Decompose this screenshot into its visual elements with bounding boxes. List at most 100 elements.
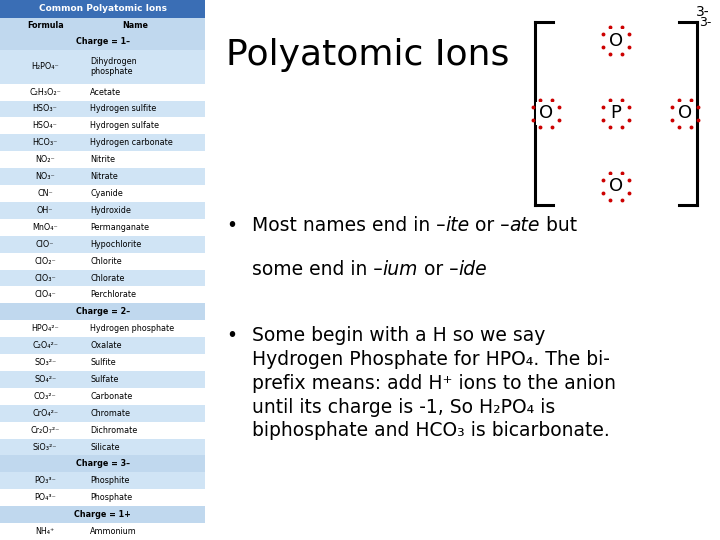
FancyBboxPatch shape — [0, 117, 205, 134]
Text: Permanganate: Permanganate — [90, 223, 149, 232]
FancyBboxPatch shape — [0, 388, 205, 405]
Text: O: O — [539, 104, 553, 123]
Text: Polyatomic Ions: Polyatomic Ions — [226, 38, 509, 72]
Text: H₂PO₄⁻: H₂PO₄⁻ — [31, 62, 59, 71]
FancyBboxPatch shape — [0, 33, 205, 50]
Text: Dichromate: Dichromate — [90, 426, 138, 435]
Text: Perchlorate: Perchlorate — [90, 291, 136, 299]
Text: Some begin with a H so we say
Hydrogen Phosphate for HPO₄. The bi-
prefix means:: Some begin with a H so we say Hydrogen P… — [251, 326, 616, 440]
Text: Hydrogen carbonate: Hydrogen carbonate — [90, 138, 173, 147]
Text: ClO₄⁻: ClO₄⁻ — [35, 291, 56, 299]
Text: C₂O₄²⁻: C₂O₄²⁻ — [32, 341, 58, 350]
Text: HPO₄²⁻: HPO₄²⁻ — [31, 324, 59, 333]
FancyBboxPatch shape — [0, 422, 205, 438]
FancyBboxPatch shape — [0, 455, 205, 472]
Text: HSO₄⁻: HSO₄⁻ — [32, 122, 58, 130]
FancyBboxPatch shape — [0, 100, 205, 117]
FancyBboxPatch shape — [0, 84, 205, 100]
Text: HSO₃⁻: HSO₃⁻ — [32, 105, 58, 113]
Text: Charge = 1+: Charge = 1+ — [74, 510, 131, 519]
FancyBboxPatch shape — [0, 371, 205, 388]
Text: •: • — [226, 216, 237, 235]
Text: ClO⁻: ClO⁻ — [36, 240, 55, 249]
Text: SO₄²⁻: SO₄²⁻ — [34, 375, 56, 384]
FancyBboxPatch shape — [0, 506, 205, 523]
FancyBboxPatch shape — [0, 523, 205, 540]
Text: Formula: Formula — [27, 21, 63, 30]
Text: Nitrite: Nitrite — [90, 155, 115, 164]
Text: Charge = 1–: Charge = 1– — [76, 37, 130, 46]
FancyBboxPatch shape — [0, 472, 205, 489]
Text: SO₃²⁻: SO₃²⁻ — [34, 358, 56, 367]
FancyBboxPatch shape — [0, 185, 205, 202]
FancyBboxPatch shape — [0, 202, 205, 219]
FancyBboxPatch shape — [0, 320, 205, 337]
Text: NO₂⁻: NO₂⁻ — [35, 155, 55, 164]
Text: HCO₃⁻: HCO₃⁻ — [32, 138, 58, 147]
Text: Cyanide: Cyanide — [90, 189, 123, 198]
Text: MnO₄⁻: MnO₄⁻ — [32, 223, 58, 232]
FancyBboxPatch shape — [0, 269, 205, 286]
Text: CO₃²⁻: CO₃²⁻ — [34, 392, 56, 401]
Text: CN⁻: CN⁻ — [37, 189, 53, 198]
Text: some end in –: some end in – — [251, 260, 382, 279]
Text: ium: ium — [382, 260, 418, 279]
Text: Common Polyatomic Ions: Common Polyatomic Ions — [39, 4, 166, 14]
Text: NO₃⁻: NO₃⁻ — [35, 172, 55, 181]
Text: Hypochlorite: Hypochlorite — [90, 240, 142, 249]
Text: Sulfite: Sulfite — [90, 358, 116, 367]
Text: CrO₄²⁻: CrO₄²⁻ — [32, 409, 58, 418]
Text: Silicate: Silicate — [90, 443, 120, 451]
Text: C₂H₃O₂⁻: C₂H₃O₂⁻ — [30, 87, 61, 97]
Text: Oxalate: Oxalate — [90, 341, 122, 350]
Text: ide: ide — [458, 260, 487, 279]
Text: ate: ate — [510, 216, 540, 235]
Text: NH₄⁺: NH₄⁺ — [35, 527, 55, 536]
Text: Phosphate: Phosphate — [90, 493, 132, 502]
Text: Hydroxide: Hydroxide — [90, 206, 131, 215]
Text: O: O — [608, 177, 623, 195]
FancyBboxPatch shape — [0, 438, 205, 455]
Text: but: but — [540, 216, 577, 235]
Text: PO₄³⁻: PO₄³⁻ — [35, 493, 56, 502]
FancyBboxPatch shape — [0, 168, 205, 185]
Text: Hydrogen phosphate: Hydrogen phosphate — [90, 324, 174, 333]
Text: Acetate: Acetate — [90, 87, 122, 97]
FancyBboxPatch shape — [0, 489, 205, 506]
FancyBboxPatch shape — [0, 405, 205, 422]
Text: Ammonium: Ammonium — [90, 527, 137, 536]
Text: Chromate: Chromate — [90, 409, 130, 418]
Text: SiO₃²⁻: SiO₃²⁻ — [33, 443, 58, 451]
Text: ite: ite — [445, 216, 469, 235]
FancyBboxPatch shape — [0, 303, 205, 320]
Text: ClO₂⁻: ClO₂⁻ — [35, 256, 56, 266]
Text: or –: or – — [418, 260, 458, 279]
FancyBboxPatch shape — [0, 354, 205, 371]
Text: Chlorite: Chlorite — [90, 256, 122, 266]
FancyBboxPatch shape — [0, 134, 205, 151]
Text: Name: Name — [122, 21, 148, 30]
FancyBboxPatch shape — [0, 337, 205, 354]
Text: 3-: 3- — [699, 16, 712, 29]
Text: O: O — [608, 31, 623, 50]
Text: Hydrogen sulfate: Hydrogen sulfate — [90, 122, 159, 130]
FancyBboxPatch shape — [0, 0, 205, 18]
Text: Carbonate: Carbonate — [90, 392, 132, 401]
Text: PO₃³⁻: PO₃³⁻ — [35, 476, 56, 485]
FancyBboxPatch shape — [0, 286, 205, 303]
Text: Phosphite: Phosphite — [90, 476, 130, 485]
Text: Sulfate: Sulfate — [90, 375, 119, 384]
FancyBboxPatch shape — [0, 18, 205, 33]
FancyBboxPatch shape — [0, 253, 205, 269]
Text: •: • — [226, 326, 237, 345]
Text: OH⁻: OH⁻ — [37, 206, 53, 215]
Text: Charge = 3–: Charge = 3– — [76, 460, 130, 468]
FancyBboxPatch shape — [0, 50, 205, 84]
Text: P: P — [611, 104, 621, 123]
Text: Charge = 2–: Charge = 2– — [76, 307, 130, 316]
Text: Cr₂O₇²⁻: Cr₂O₇²⁻ — [30, 426, 60, 435]
FancyBboxPatch shape — [0, 151, 205, 168]
Text: Chlorate: Chlorate — [90, 274, 125, 282]
Text: or –: or – — [469, 216, 510, 235]
Text: Dihydrogen
phosphate: Dihydrogen phosphate — [90, 57, 137, 76]
